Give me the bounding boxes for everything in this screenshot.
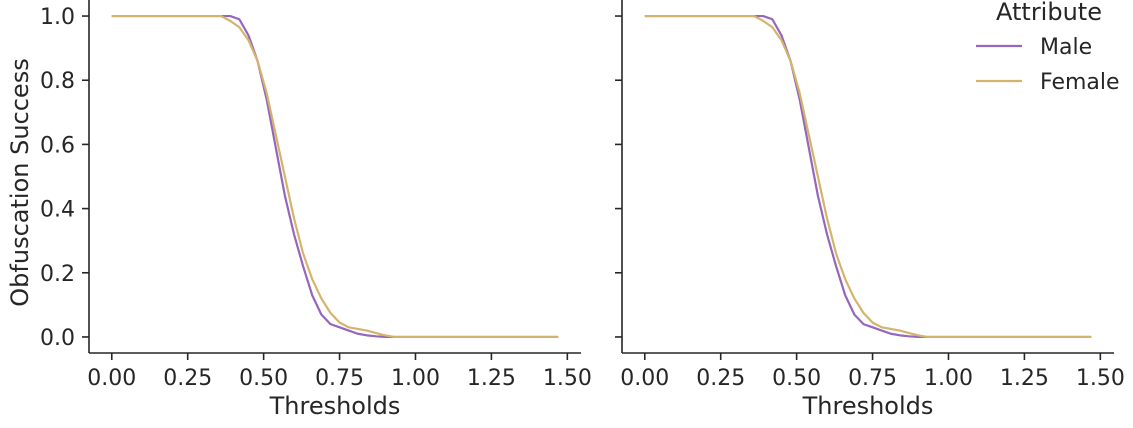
chart-panel-left: 0.00 0.25 0.50 0.75 1.00 1.25 1.50 0.0 0.2 0.4 0.6… [6,0,592,420]
legend-label-male: Male [1040,35,1092,60]
series-line-male [644,14,1092,339]
x-tick-label: 0.25 [696,366,745,391]
x-tick-label: 1.50 [543,366,592,391]
y-tick-label: 0.4 [40,198,75,223]
y-axis-title: Obfuscation Success [6,58,34,306]
x-tick-label: 1.25 [1000,366,1049,391]
x-tick-label: 1.00 [924,366,973,391]
series-line-female [111,14,559,339]
x-tick-label: 0.75 [848,366,897,391]
series-line-male [111,14,559,339]
chart-panel-right: 0.00 0.25 0.50 0.75 1.00 1.25 1.50 Thresholds At… [615,0,1125,420]
x-tick-label: 0.50 [239,366,288,391]
x-axis-title: Thresholds [269,392,401,420]
x-tick-label: 0.50 [772,366,821,391]
series-line-female [644,14,1092,339]
x-tick-label: 0.00 [87,366,136,391]
legend-title: Attribute [996,0,1102,26]
y-tick-label: 0.6 [40,133,75,158]
legend-label-female: Female [1040,70,1120,95]
y-tick-label: 0.2 [40,262,75,287]
x-axis-title: Thresholds [802,392,934,420]
x-tick-label: 1.25 [467,366,516,391]
x-tick-label: 1.00 [391,366,440,391]
x-tick-label: 0.25 [163,366,212,391]
y-tick-label: 0.8 [40,69,75,94]
y-tick-label: 1.0 [40,5,75,30]
y-tick-label: 0.0 [40,326,75,351]
legend: Attribute Male Female [976,0,1120,95]
x-tick-label: 0.00 [620,366,669,391]
x-tick-label: 1.50 [1076,366,1125,391]
x-tick-label: 0.75 [315,366,364,391]
